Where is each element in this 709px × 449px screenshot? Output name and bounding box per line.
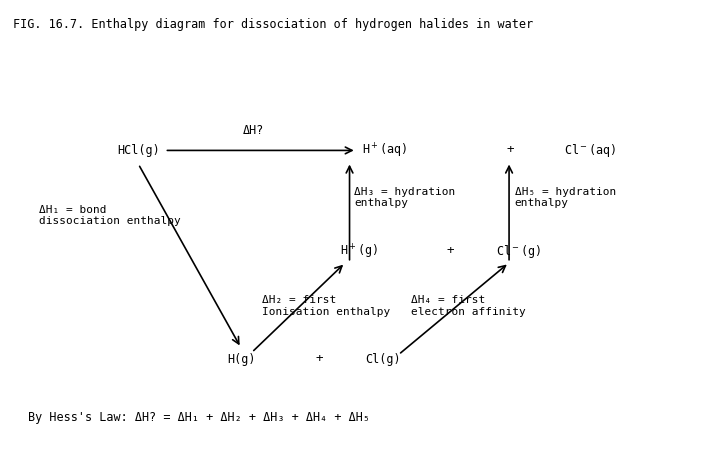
Text: ΔH₅ = hydration
enthalpy: ΔH₅ = hydration enthalpy <box>515 187 616 208</box>
Text: Cl$^-$(aq): Cl$^-$(aq) <box>564 142 616 159</box>
Text: H$^+$(aq): H$^+$(aq) <box>362 141 407 159</box>
Text: ΔH?: ΔH? <box>243 124 264 137</box>
Text: ΔH₁ = bond
dissociation enthalpy: ΔH₁ = bond dissociation enthalpy <box>39 205 181 226</box>
Text: +: + <box>316 352 323 365</box>
Text: HCl(g): HCl(g) <box>117 144 160 157</box>
Text: By Hess's Law: ΔH? = ΔH₁ + ΔH₂ + ΔH₃ + ΔH₄ + ΔH₅: By Hess's Law: ΔH? = ΔH₁ + ΔH₂ + ΔH₃ + Δ… <box>28 411 370 424</box>
Text: Cl$^-$(g): Cl$^-$(g) <box>496 243 542 260</box>
Text: H(g): H(g) <box>227 353 255 365</box>
Text: +: + <box>507 143 514 155</box>
Text: ΔH₄ = first
electron affinity: ΔH₄ = first electron affinity <box>411 295 526 317</box>
Text: FIG. 16.7. Enthalpy diagram for dissociation of hydrogen halides in water: FIG. 16.7. Enthalpy diagram for dissocia… <box>13 18 533 31</box>
Text: Cl(g): Cl(g) <box>365 353 401 365</box>
Text: +: + <box>447 244 454 256</box>
Text: ΔH₂ = first
Ionisation enthalpy: ΔH₂ = first Ionisation enthalpy <box>262 295 391 317</box>
Text: ΔH₃ = hydration
enthalpy: ΔH₃ = hydration enthalpy <box>354 187 456 208</box>
Text: H$^+$(g): H$^+$(g) <box>340 242 379 260</box>
